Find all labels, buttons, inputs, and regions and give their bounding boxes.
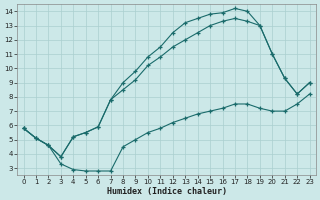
- X-axis label: Humidex (Indice chaleur): Humidex (Indice chaleur): [107, 187, 227, 196]
